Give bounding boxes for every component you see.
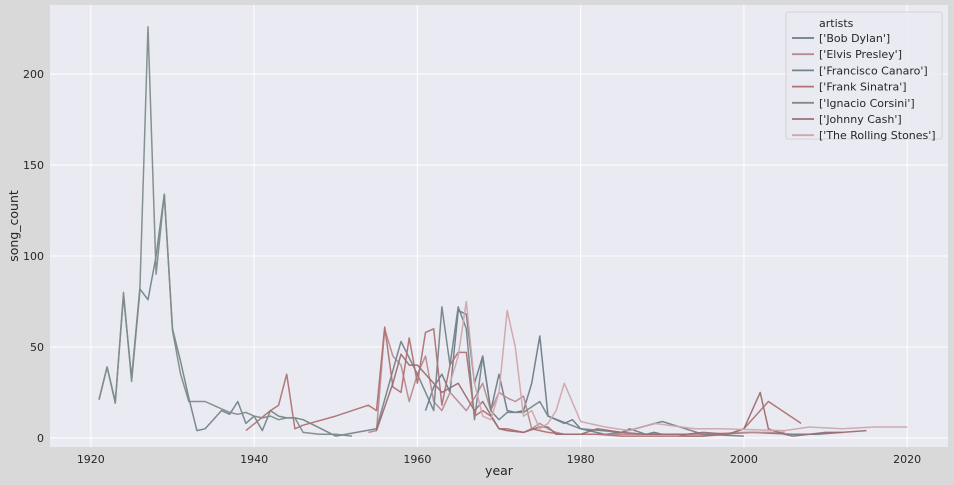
y-tick-labels: 0 50 100 150 200 xyxy=(23,68,44,445)
series-line-5 xyxy=(375,353,867,437)
legend-items: ['Bob Dylan'] ['Elvis Presley'] ['Francisc… xyxy=(792,32,936,142)
x-tick-label: 1960 xyxy=(403,453,431,466)
y-tick-label: 0 xyxy=(37,432,44,445)
legend-entry: ['Elvis Presley'] xyxy=(819,48,902,61)
x-tick-labels: 1920 1940 1960 1980 2000 2020 xyxy=(77,453,921,466)
y-axis-label: song_count xyxy=(6,190,21,262)
y-tick-label: 150 xyxy=(23,159,44,172)
y-tick-label: 100 xyxy=(23,250,44,263)
x-axis-label: year xyxy=(485,463,514,478)
series-lines xyxy=(98,26,908,437)
legend-entry: ['Ignacio Corsini'] xyxy=(819,97,915,110)
legend-entry: ['Francisco Canaro'] xyxy=(819,64,928,77)
legend-entry: ['The Rolling Stones'] xyxy=(819,129,936,142)
legend-entry: ['Johnny Cash'] xyxy=(819,113,902,126)
x-tick-label: 1980 xyxy=(567,453,595,466)
x-tick-label: 2020 xyxy=(893,453,921,466)
x-tick-label: 1940 xyxy=(240,453,268,466)
y-tick-label: 50 xyxy=(30,341,44,354)
y-tick-label: 200 xyxy=(23,68,44,81)
x-tick-label: 1920 xyxy=(77,453,105,466)
legend-entry: ['Frank Sinatra'] xyxy=(819,81,907,94)
x-tick-label: 2000 xyxy=(730,453,758,466)
legend-box xyxy=(785,11,943,140)
legend-entry: ['Bob Dylan'] xyxy=(819,32,890,45)
series-line-6 xyxy=(449,300,908,432)
legend-title: artists xyxy=(819,17,854,30)
series-line-3 xyxy=(245,326,802,437)
series-line-4 xyxy=(98,26,353,437)
legend: artists ['Bob Dylan']['Elvis Presley']['… xyxy=(785,11,943,142)
